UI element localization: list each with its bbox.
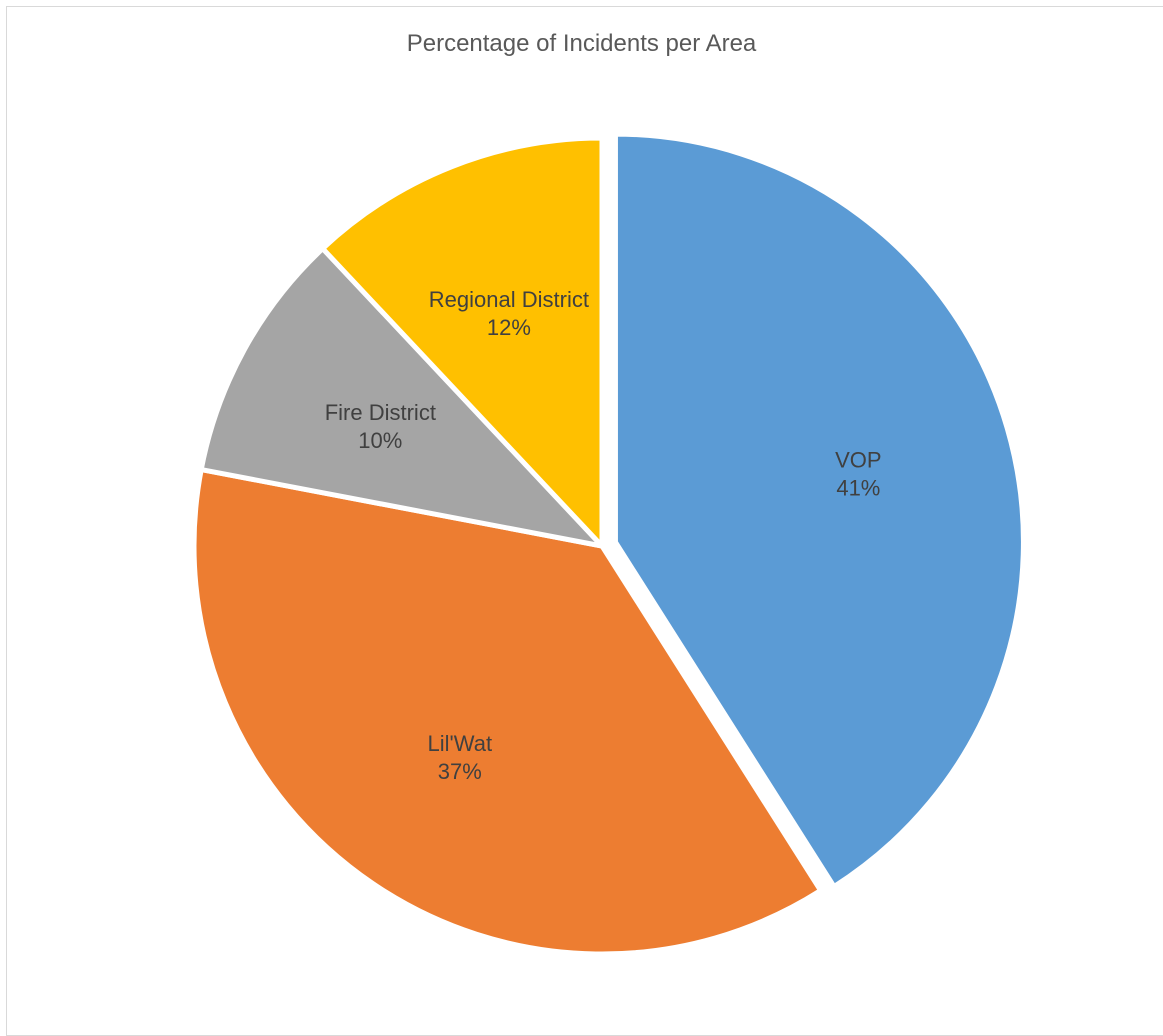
pie-data-labels: VOP 41% Lil'Wat 37% Fire District 10% Regional… — [325, 287, 882, 784]
chart-title: Percentage of Incidents per Area — [406, 30, 757, 57]
slice-label-vop: VOP — [835, 448, 881, 473]
slice-label-fire-district: Fire District — [325, 400, 436, 425]
slice-label-regional-district: Regional District — [429, 287, 589, 312]
pie-slice-regional-district — [320, 135, 605, 549]
slice-value-regional-district: 12% — [487, 315, 531, 340]
pie-slices — [191, 131, 1026, 957]
slice-label-lil-wat: Lil'Wat — [428, 731, 493, 756]
pie-slice-fire-district — [198, 246, 605, 549]
slice-value-vop: 41% — [836, 476, 880, 501]
slice-value-lil-wat: 37% — [438, 759, 482, 784]
pie-slice-lil-wat — [191, 467, 824, 957]
pie-slice-vop — [612, 131, 1026, 890]
slice-value-fire-district: 10% — [358, 428, 402, 453]
